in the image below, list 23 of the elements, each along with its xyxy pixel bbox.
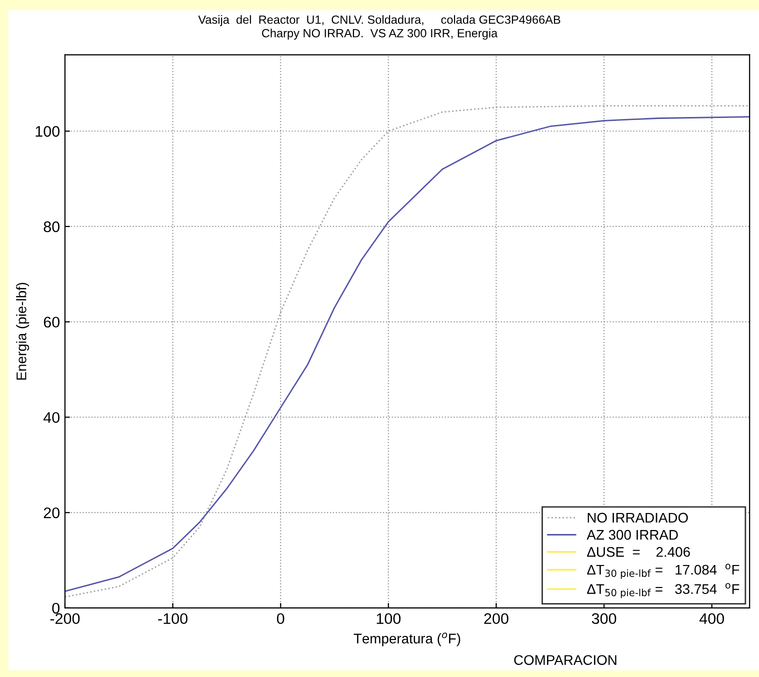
y-tick-label: 80 xyxy=(44,221,60,232)
x-axis-title: Temperatura ($^{o}$F) xyxy=(354,632,460,646)
x-tick-label: -200 xyxy=(50,613,80,624)
y-tick-label: 40 xyxy=(43,412,60,423)
annotation: ΔUSE = 2.406 xyxy=(587,547,690,557)
legend-label: NO IRRADIADO xyxy=(588,512,688,523)
x-tick-label: 200 xyxy=(484,613,508,624)
chart-subtitle: Charpy NO IRRAD. VS AZ 300 IRR, Energia xyxy=(262,28,498,40)
legend-label: AZ 300 IRRAD xyxy=(586,530,678,540)
x-tick-label: 400 xyxy=(699,613,724,624)
x-tick-label: 100 xyxy=(376,613,401,624)
x-tick-label: 0 xyxy=(276,613,284,624)
annotation: ΔT$_{50 pie-lbf}$ = 33.754 $^{o}$F xyxy=(587,583,740,598)
y-tick-label: 100 xyxy=(36,126,60,137)
x-tick-label: -100 xyxy=(158,613,188,624)
y-tick-label: 20 xyxy=(44,507,60,518)
x-tick-label: 300 xyxy=(592,613,616,624)
annotation: ΔT$_{30 pie-lbf}$ = 17.084 $^{o}$F xyxy=(587,564,740,579)
chart-title: Vasija del Reactor U1, CNLV. Soldadura, colada GEC3P4966AB xyxy=(198,15,560,26)
y-tick-label: 0 xyxy=(52,602,60,614)
y-axis-title: Energia (pie-lbf) xyxy=(16,282,30,380)
text: COMPARACION xyxy=(514,655,616,665)
y-tick-label: 60 xyxy=(44,316,60,328)
